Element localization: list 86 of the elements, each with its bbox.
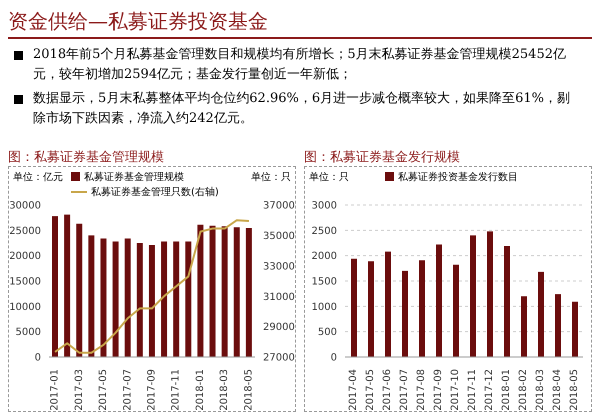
- bar: [148, 245, 155, 357]
- text: 资金供给—私募证券投资基金: [8, 8, 592, 39]
- bar: [112, 241, 119, 357]
- x-tick-label: 2017-09: [433, 369, 444, 411]
- bar: [64, 214, 70, 357]
- y2-tick-label: 35000: [263, 230, 295, 242]
- chart-title: 图：私募证券基金管理规模: [8, 149, 165, 166]
- bar: [173, 241, 180, 357]
- y-axis-title: 单位：只: [309, 170, 349, 184]
- x-tick-label: 2017-09: [146, 369, 158, 411]
- y-tick-label: 2000: [312, 251, 337, 262]
- x-tick-label: 2018-02: [518, 369, 529, 411]
- bar: [368, 261, 374, 357]
- bar: [124, 238, 131, 357]
- bar: [521, 296, 527, 357]
- chart-title: 图：私募证券基金发行规模: [304, 149, 461, 166]
- bar: [402, 270, 408, 357]
- y2-tick-label: 27000: [263, 352, 295, 364]
- x-tick-label: 2017-05: [98, 369, 110, 411]
- bar: [385, 252, 391, 357]
- bar: [100, 238, 106, 357]
- y2-axis-title: 单位：只: [251, 170, 291, 184]
- bar: [161, 241, 168, 357]
- bar: [234, 227, 240, 357]
- x-tick-label: 2017-10: [450, 369, 461, 411]
- y-tick-label: 10000: [9, 302, 41, 313]
- bar: [351, 258, 357, 357]
- bar: [52, 216, 58, 357]
- x-tick-label: 2017-07: [122, 369, 134, 411]
- x-tick-label: 2018-01: [194, 369, 206, 411]
- y-tick-label: 5000: [16, 327, 41, 338]
- x-tick-label: 2017-08: [416, 369, 427, 411]
- bar: [453, 264, 459, 357]
- bar: [436, 244, 442, 357]
- x-tick-label: 2018-01: [501, 369, 512, 411]
- legend-label: 私募证券基金管理只数(右轴): [91, 186, 219, 198]
- bar: [504, 246, 510, 357]
- y-tick-label: 15000: [9, 276, 41, 288]
- bar: [555, 294, 561, 357]
- bar: [76, 224, 82, 357]
- x-tick-label: 2017-11: [170, 369, 182, 411]
- y2-tick-label: 33000: [263, 261, 295, 272]
- x-tick-label: 2018-04: [552, 369, 563, 411]
- bar: [88, 235, 94, 357]
- x-tick-label: 2017-04: [348, 369, 359, 411]
- text: 数据显示，5月末私募整体平均仓位约62.96%，6月进一步减仓概率较大，如果降至61%，剔除市场下跌因素，净流入约242亿元。: [33, 90, 572, 128]
- y-tick-label: 1000: [312, 302, 337, 313]
- bar: [246, 228, 252, 357]
- y-tick-label: 2500: [312, 226, 337, 237]
- bar: [222, 226, 228, 357]
- y-tick-label: 1500: [312, 276, 337, 288]
- x-tick-label: 2017-12: [484, 369, 495, 411]
- x-tick-label: 2017-11: [467, 369, 478, 411]
- x-tick-label: 2017-05: [365, 369, 376, 411]
- y-tick-label: 3000: [312, 200, 337, 212]
- bar: [197, 224, 204, 357]
- text: 2018年前5个月私募基金管理数目和规模均有所增长；5月末私募证券基金管理规模25452亿元，较年初增加2594亿元；基金发行量创近一年新低；: [33, 46, 567, 84]
- bar: [136, 243, 143, 357]
- bar: [210, 226, 216, 357]
- legend-label: 私募证券投资基金发行数目: [398, 170, 518, 184]
- y-tick-label: 20000: [9, 251, 41, 262]
- bar: [185, 241, 192, 357]
- y2-tick-label: 37000: [263, 200, 295, 212]
- bar: [572, 302, 578, 357]
- x-tick-label: 2017-07: [399, 369, 410, 411]
- legend-label: 私募证券基金管理规模: [84, 170, 184, 184]
- y-tick-label: 500: [318, 327, 337, 338]
- x-tick-label: 2018-05: [243, 369, 254, 411]
- bar: [487, 231, 493, 357]
- y2-tick-label: 29000: [263, 322, 295, 334]
- y-axis-title: 单位：亿元: [13, 170, 63, 184]
- bar: [470, 235, 476, 357]
- bar: [538, 272, 544, 357]
- x-tick-label: 2018-05: [569, 369, 580, 411]
- y-tick-label: 25000: [9, 226, 41, 237]
- bar: [419, 260, 425, 357]
- x-tick-label: 2017-03: [74, 369, 85, 411]
- y2-tick-label: 31000: [263, 292, 295, 303]
- line-series: [54, 219, 250, 354]
- x-tick-label: 2017-06: [382, 369, 393, 411]
- y-tick-label: 0: [34, 352, 41, 364]
- x-tick-label: 2018-03: [535, 369, 546, 411]
- y-tick-label: 30000: [9, 200, 41, 212]
- x-tick-label: 2018-03: [219, 369, 230, 411]
- x-tick-label: 2017-01: [50, 369, 61, 411]
- y-tick-label: 0: [330, 352, 337, 364]
